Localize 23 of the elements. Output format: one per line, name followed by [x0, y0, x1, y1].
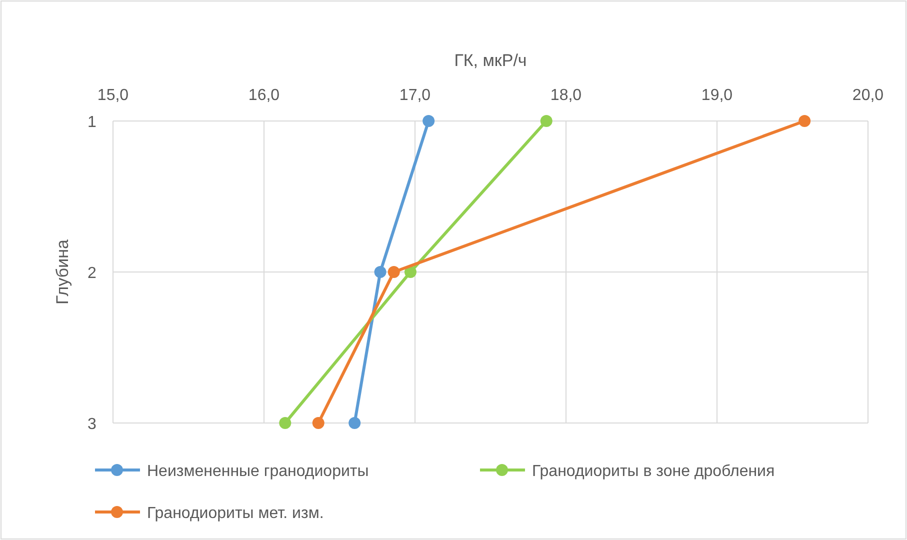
legend-label: Гранодиориты в зоне дробления — [532, 463, 775, 480]
y-tick-label: 3 — [88, 416, 97, 433]
point — [388, 266, 400, 278]
x-tick-label: 19,0 — [701, 87, 733, 104]
point — [540, 115, 552, 127]
point — [312, 417, 324, 429]
x-tick-label: 18,0 — [550, 87, 582, 104]
x-tick-label: 17,0 — [399, 87, 431, 104]
legend-label: Гранодиориты мет. изм. — [147, 505, 324, 522]
legend-label: Неизмененные гранодиориты — [147, 463, 369, 480]
point — [798, 115, 811, 127]
x-tick-label: 15,0 — [97, 87, 129, 104]
x-tick-label: 16,0 — [248, 87, 280, 104]
point — [348, 417, 361, 429]
y-tick-label: 2 — [88, 265, 97, 282]
point — [279, 417, 292, 429]
x-tick-label: 20,0 — [852, 87, 884, 104]
x-axis-title: ГК, мкР/ч — [454, 51, 527, 70]
point — [422, 115, 435, 127]
y-tick-label: 1 — [88, 114, 97, 131]
point — [404, 266, 416, 278]
point — [374, 266, 386, 278]
y-axis-title: Глубина — [53, 238, 72, 304]
